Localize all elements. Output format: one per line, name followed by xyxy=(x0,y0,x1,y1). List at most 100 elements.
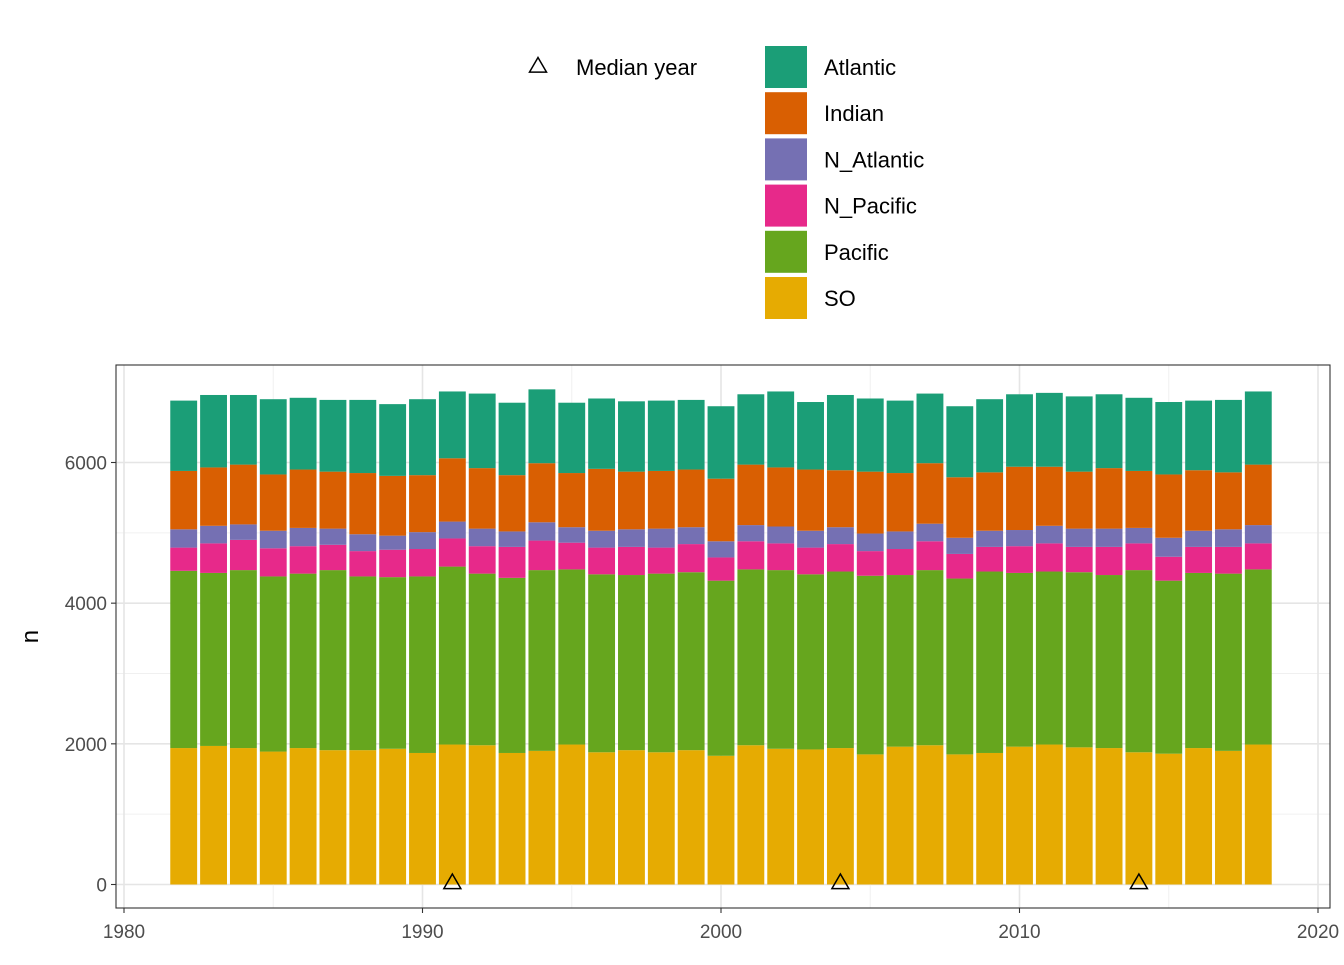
bar-segment-atlantic xyxy=(588,398,616,469)
bar-segment-so xyxy=(976,752,1004,885)
bar-segment-pacific xyxy=(797,574,824,750)
bar-segment-indian xyxy=(1185,470,1213,531)
bar-segment-n-atlantic xyxy=(289,527,317,547)
bar-segment-indian xyxy=(1065,471,1093,529)
bar-segment-so xyxy=(737,745,765,885)
bar-segment-n-pacific xyxy=(1244,543,1272,570)
bar-segment-n-pacific xyxy=(1035,543,1063,572)
y-axis-title: n xyxy=(17,630,44,643)
bar-segment-pacific xyxy=(1035,571,1063,745)
bar-segment-atlantic xyxy=(1006,394,1033,467)
x-tick-label: 2000 xyxy=(700,922,742,943)
bar-segment-indian xyxy=(826,470,854,528)
bar-segment-pacific xyxy=(886,575,914,747)
bar-segment-so xyxy=(259,751,287,885)
bar-segment-n-pacific xyxy=(349,551,377,577)
bar-segment-pacific xyxy=(946,578,974,755)
bar-segment-so xyxy=(618,750,645,885)
bar-segment-n-pacific xyxy=(259,548,287,577)
bar-segment-pacific xyxy=(916,570,944,746)
bar-segment-so xyxy=(886,746,914,885)
bar-segment-atlantic xyxy=(826,394,854,471)
bar-segment-n-pacific xyxy=(856,551,884,576)
legend-label-atlantic: Atlantic xyxy=(824,55,896,80)
bar-segment-atlantic xyxy=(319,399,347,472)
bar-segment-n-pacific xyxy=(229,539,257,571)
bar-segment-n-pacific xyxy=(886,549,914,576)
bar-segment-pacific xyxy=(498,577,526,753)
bar-segment-atlantic xyxy=(558,402,586,474)
bar-segment-n-atlantic xyxy=(1185,530,1213,547)
bar-segment-indian xyxy=(1244,464,1272,526)
bar-segment-n-pacific xyxy=(707,557,735,581)
y-tick-label: 4000 xyxy=(65,594,107,615)
bar-segment-atlantic xyxy=(707,406,735,479)
bar-segment-atlantic xyxy=(170,400,198,471)
bar-segment-atlantic xyxy=(200,394,227,468)
bar-segment-n-atlantic xyxy=(1244,525,1272,544)
bar-segment-indian xyxy=(379,475,407,536)
bar-segment-n-pacific xyxy=(170,547,198,571)
bar-segment-n-atlantic xyxy=(558,527,586,543)
bar-segment-pacific xyxy=(200,572,227,746)
bar-segment-n-atlantic xyxy=(1095,528,1123,547)
bar-segment-n-atlantic xyxy=(200,525,227,544)
bar-segment-so xyxy=(558,744,586,885)
bar-segment-n-atlantic xyxy=(1125,527,1153,544)
bar-segment-atlantic xyxy=(1155,402,1183,475)
bar-segment-pacific xyxy=(558,569,586,745)
bar-segment-indian xyxy=(647,470,675,529)
bar-segment-so xyxy=(1155,753,1183,885)
bar-segment-n-pacific xyxy=(289,546,317,574)
bar-segment-so xyxy=(289,748,317,885)
bar-segment-pacific xyxy=(707,580,735,756)
bar-segment-pacific xyxy=(767,570,795,749)
bar-segment-so xyxy=(379,748,407,885)
bar-segment-indian xyxy=(528,463,556,523)
bar-segment-n-atlantic xyxy=(826,527,854,545)
legend-label-n-atlantic: N_Atlantic xyxy=(824,147,924,172)
bar-segment-pacific xyxy=(647,573,675,753)
legend: Median year Atlantic Indian N_Atlantic N_Pac… xyxy=(528,46,924,319)
bar-segment-so xyxy=(797,749,824,885)
axes: 0 2000 4000 6000 1980 1990 2000 2010 2020 n xyxy=(17,454,1339,944)
median-year-markers xyxy=(442,872,1149,890)
bar-segment-atlantic xyxy=(409,399,436,476)
legend-label-pacific: Pacific xyxy=(824,240,889,265)
bar-segment-n-pacific xyxy=(498,546,526,578)
bar-segment-n-pacific xyxy=(1125,543,1153,571)
bar-segment-so xyxy=(1035,744,1063,885)
bar-segment-atlantic xyxy=(498,402,526,476)
bar-segment-atlantic xyxy=(856,398,884,472)
bar-segment-so xyxy=(319,750,347,885)
bar-segment-atlantic xyxy=(1095,394,1123,469)
x-tick-label: 2020 xyxy=(1297,922,1339,943)
median-year-marker xyxy=(1129,872,1149,890)
bar-segment-n-atlantic xyxy=(1006,530,1033,547)
bar-segment-n-pacific xyxy=(379,549,407,578)
bar-segment-so xyxy=(1065,747,1093,885)
bar-segment-indian xyxy=(737,464,765,526)
bar-segment-atlantic xyxy=(886,400,914,474)
x-tick-label: 1980 xyxy=(103,922,145,943)
bar-segment-indian xyxy=(707,478,735,542)
bar-segment-atlantic xyxy=(1065,396,1093,472)
bar-segment-n-atlantic xyxy=(737,525,765,542)
bar-segment-atlantic xyxy=(379,404,407,476)
bar-segment-indian xyxy=(767,467,795,527)
bar-segment-so xyxy=(677,750,705,885)
bar-segment-atlantic xyxy=(1185,400,1213,471)
bar-segment-n-pacific xyxy=(916,541,944,571)
bar-segment-pacific xyxy=(170,570,198,749)
legend-median-year-symbol xyxy=(528,56,548,73)
legend-label-n-pacific: N_Pacific xyxy=(824,194,917,219)
legend-key-n-atlantic xyxy=(765,138,807,181)
bar-segment-n-atlantic xyxy=(618,529,645,547)
bar-segment-n-atlantic xyxy=(677,527,705,545)
bar-segment-indian xyxy=(976,472,1004,531)
bar-segment-n-pacific xyxy=(1215,546,1242,574)
bar-segment-atlantic xyxy=(349,399,377,474)
bar-segment-pacific xyxy=(588,574,616,753)
bar-segment-n-pacific xyxy=(1006,546,1033,573)
